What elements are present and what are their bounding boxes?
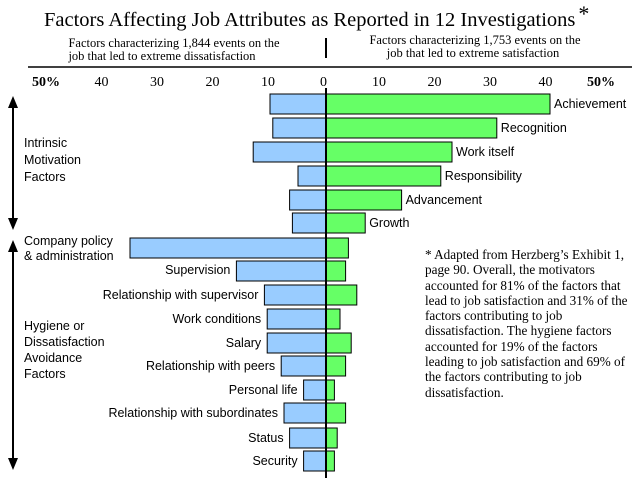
intrinsic-label-line-3: Factors bbox=[24, 170, 66, 184]
category-label-recognition: Recognition bbox=[501, 121, 567, 135]
hygiene-label-line-1: Hygiene or bbox=[24, 319, 84, 333]
bar-dissatisfaction-work-itself bbox=[252, 141, 327, 163]
intrinsic-label-line-2: Motivation bbox=[24, 153, 81, 167]
bar-satisfaction-relationship-with-supervisor bbox=[325, 284, 358, 306]
right-caption-line-2: job that led to extreme satisfaction bbox=[386, 46, 560, 60]
x-axis-ticks: 50% 40 30 20 10 0 10 20 30 40 50% bbox=[32, 75, 615, 90]
bar-satisfaction-recognition bbox=[325, 117, 498, 139]
bar-satisfaction-work-conditions bbox=[325, 308, 341, 330]
hygiene-label-line-2: Dissatisfaction bbox=[24, 335, 105, 349]
bar-satisfaction-supervision bbox=[325, 260, 347, 282]
x-tick-label: 50% bbox=[32, 75, 60, 90]
bar-dissatisfaction-supervision bbox=[235, 260, 327, 282]
category-label-relationship-with-subordinates: Relationship with subordinates bbox=[108, 406, 278, 420]
category-label-company-policy-line-2: & administration bbox=[24, 249, 114, 263]
bar-satisfaction-security bbox=[325, 450, 335, 472]
chart-title: Factors Affecting Job Attributes as Repo… bbox=[44, 1, 589, 31]
category-label-relationship-with-supervisor: Relationship with supervisor bbox=[103, 288, 259, 302]
bar-dissatisfaction-salary bbox=[266, 332, 327, 354]
bars bbox=[129, 93, 551, 472]
bar-dissatisfaction-recognition bbox=[272, 117, 327, 139]
hygiene-label-line-4: Factors bbox=[24, 367, 66, 381]
hygiene-label-line-3: Avoidance bbox=[24, 351, 82, 365]
bar-dissatisfaction-growth bbox=[291, 212, 327, 234]
bar-dissatisfaction-status bbox=[289, 427, 327, 449]
intrinsic-label-line-1: Intrinsic bbox=[24, 136, 67, 150]
x-tick-label: 10 bbox=[261, 75, 275, 90]
bar-dissatisfaction-company-policy-and-administration bbox=[129, 237, 327, 259]
bar-dissatisfaction-relationship-with-supervisor bbox=[263, 284, 327, 306]
bar-satisfaction-responsibility bbox=[325, 165, 442, 187]
footnote: * Adapted from Herzberg’s Exhibit 1, pag… bbox=[425, 247, 628, 400]
title-asterisk: * bbox=[578, 1, 589, 26]
category-labels: Achievement Recognition Work itself Respons… bbox=[24, 97, 627, 468]
hygiene-bracket bbox=[8, 240, 18, 470]
x-tick-label: 20 bbox=[206, 75, 220, 90]
bar-satisfaction-advancement bbox=[325, 189, 403, 211]
category-label-growth: Growth bbox=[369, 216, 409, 230]
x-tick-label: 50% bbox=[587, 75, 615, 90]
bar-satisfaction-salary bbox=[325, 332, 352, 354]
bar-satisfaction-relationship-with-subordinates bbox=[325, 402, 347, 424]
bar-dissatisfaction-relationship-with-peers bbox=[280, 355, 327, 377]
bar-satisfaction-status bbox=[325, 427, 338, 449]
x-tick-label: 40 bbox=[95, 75, 109, 90]
bar-dissatisfaction-personal-life bbox=[303, 379, 327, 401]
bar-satisfaction-growth bbox=[325, 212, 366, 234]
category-label-salary: Salary bbox=[226, 336, 262, 350]
category-label-work-conditions: Work conditions bbox=[172, 312, 261, 326]
bar-satisfaction-achievement bbox=[325, 93, 551, 115]
category-label-personal-life: Personal life bbox=[229, 383, 298, 397]
bar-satisfaction-work-itself bbox=[325, 141, 453, 163]
category-label-advancement: Advancement bbox=[406, 193, 483, 207]
bar-dissatisfaction-advancement bbox=[289, 189, 327, 211]
category-label-work-itself: Work itself bbox=[456, 145, 515, 159]
bar-dissatisfaction-achievement bbox=[269, 93, 327, 115]
bar-dissatisfaction-relationship-with-subordinates bbox=[283, 402, 327, 424]
x-tick-label: 10 bbox=[372, 75, 386, 90]
x-tick-label: 0 bbox=[320, 75, 327, 90]
category-label-relationship-with-peers: Relationship with peers bbox=[146, 359, 275, 373]
category-label-achievement: Achievement bbox=[554, 97, 627, 111]
intrinsic-bracket bbox=[8, 96, 18, 230]
category-label-responsibility: Responsibility bbox=[445, 169, 523, 183]
x-tick-label: 20 bbox=[428, 75, 442, 90]
category-label-status: Status bbox=[248, 431, 283, 445]
category-label-company-policy-line-1: Company policy bbox=[24, 234, 114, 248]
bar-dissatisfaction-work-conditions bbox=[266, 308, 327, 330]
x-tick-label: 40 bbox=[539, 75, 553, 90]
left-caption-line-2: job that led to extreme dissatisfaction bbox=[67, 49, 256, 63]
category-label-supervision: Supervision bbox=[165, 263, 230, 277]
bar-satisfaction-personal-life bbox=[325, 379, 335, 401]
bar-dissatisfaction-security bbox=[303, 450, 327, 472]
x-tick-label: 30 bbox=[150, 75, 164, 90]
right-caption-line-1: Factors characterizing 1,753 events on t… bbox=[369, 33, 580, 47]
bar-dissatisfaction-responsibility bbox=[297, 165, 327, 187]
category-label-security: Security bbox=[252, 454, 298, 468]
bar-satisfaction-company-policy-and-administration bbox=[325, 237, 349, 259]
x-tick-label: 30 bbox=[483, 75, 497, 90]
bar-satisfaction-relationship-with-peers bbox=[325, 355, 347, 377]
left-caption-line-1: Factors characterizing 1,844 events on t… bbox=[68, 36, 279, 50]
